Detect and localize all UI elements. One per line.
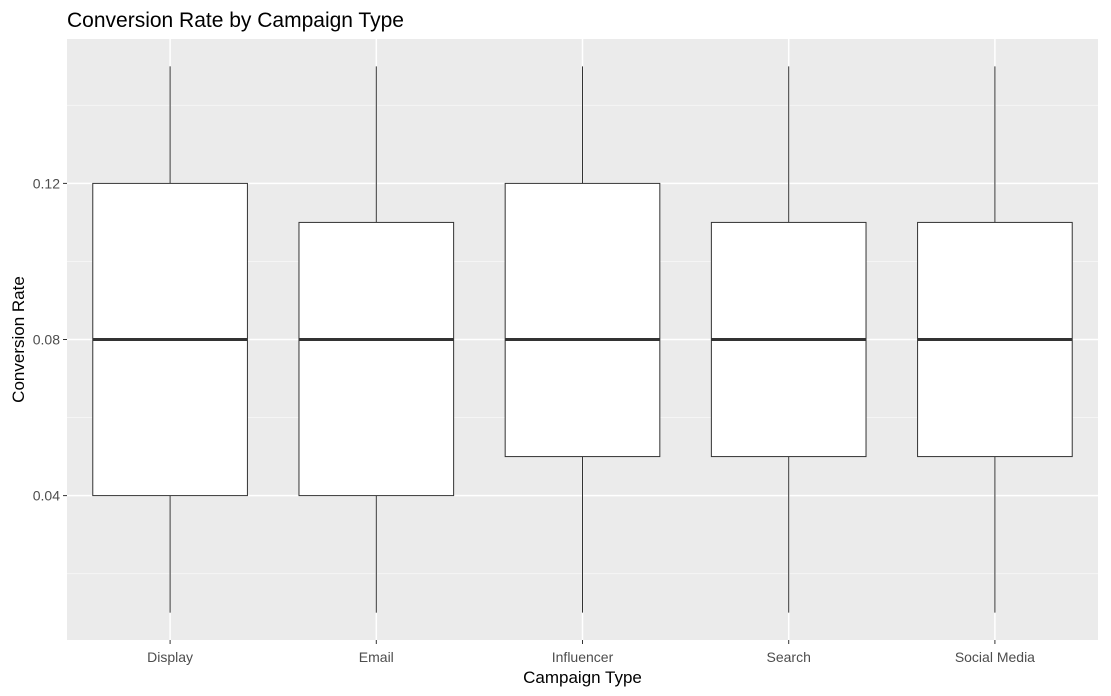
x-tick-label: Display bbox=[147, 649, 193, 665]
box-influencer bbox=[504, 66, 661, 613]
x-axis: Display Email Influencer Search Social Media bbox=[147, 640, 1035, 665]
box-iqr bbox=[504, 182, 661, 458]
x-tick-label: Search bbox=[767, 649, 811, 665]
x-axis-title: Campaign Type bbox=[523, 668, 642, 687]
y-tick-label: 0.08 bbox=[33, 332, 60, 348]
box-social-media bbox=[917, 66, 1073, 613]
y-axis-title: Conversion Rate bbox=[9, 276, 28, 403]
boxes-layer bbox=[92, 66, 1073, 613]
box-display bbox=[92, 66, 248, 613]
box-search bbox=[710, 66, 867, 613]
y-tick-label: 0.04 bbox=[33, 488, 60, 504]
y-axis: 0.04 0.08 0.12 bbox=[33, 175, 67, 504]
box-iqr bbox=[298, 221, 455, 497]
x-tick-label: Influencer bbox=[552, 649, 614, 665]
x-tick-label: Social Media bbox=[955, 649, 1035, 665]
y-tick-label: 0.12 bbox=[33, 175, 60, 191]
chart-title: Conversion Rate by Campaign Type bbox=[67, 9, 404, 32]
box-email bbox=[298, 66, 455, 613]
x-tick-label: Email bbox=[359, 649, 394, 665]
